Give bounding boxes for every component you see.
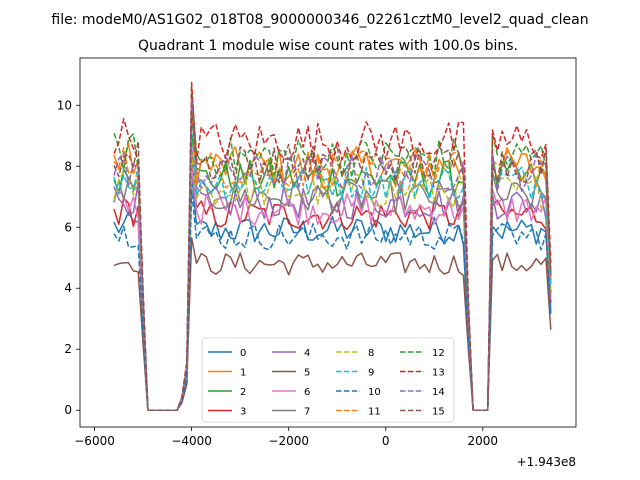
x-tick-label: 2000 [468, 434, 499, 448]
legend-label-4: 4 [304, 348, 310, 359]
x-tick-label: −2000 [268, 434, 309, 448]
legend-label-1: 1 [240, 368, 246, 379]
x-axis-offset-text: +1.943e8 [517, 455, 576, 469]
legend-label-6: 6 [304, 387, 310, 398]
legend-label-13: 13 [432, 368, 445, 379]
legend-label-0: 0 [240, 348, 246, 359]
legend-label-9: 9 [368, 368, 374, 379]
series-line-15 [113, 110, 552, 411]
x-tick-label: −4000 [171, 434, 212, 448]
y-axis-ticks: 0 2 4 6 8 10 [57, 98, 80, 417]
legend-label-7: 7 [304, 407, 310, 418]
legend-label-14: 14 [432, 387, 445, 398]
y-tick-label: 2 [64, 342, 72, 356]
legend-label-11: 11 [368, 407, 381, 418]
y-tick-label: 6 [64, 220, 72, 234]
legend-label-2: 2 [240, 387, 246, 398]
plot-frame [79, 57, 577, 428]
chart-title: Quadrant 1 module wise count rates with … [138, 38, 518, 54]
series-layer [113, 81, 552, 411]
x-tick-label: 0 [382, 434, 390, 448]
x-tick-label: −6000 [74, 434, 115, 448]
legend-label-8: 8 [368, 348, 374, 359]
legend-label-3: 3 [240, 407, 246, 418]
legend-label-15: 15 [432, 407, 445, 418]
x-axis-ticks: −6000 −4000 −2000 0 2000 [74, 427, 498, 448]
y-tick-label: 8 [64, 159, 72, 173]
figure-suptitle: file: modeM0/AS1G02_018T08_9000000346_02… [51, 12, 588, 28]
legend-label-12: 12 [432, 348, 445, 359]
y-tick-label: 10 [57, 98, 72, 112]
y-tick-label: 4 [64, 281, 72, 295]
legend-label-5: 5 [304, 368, 310, 379]
legend-label-10: 10 [368, 387, 381, 398]
y-tick-label: 0 [64, 403, 72, 417]
legend-box [201, 337, 455, 423]
